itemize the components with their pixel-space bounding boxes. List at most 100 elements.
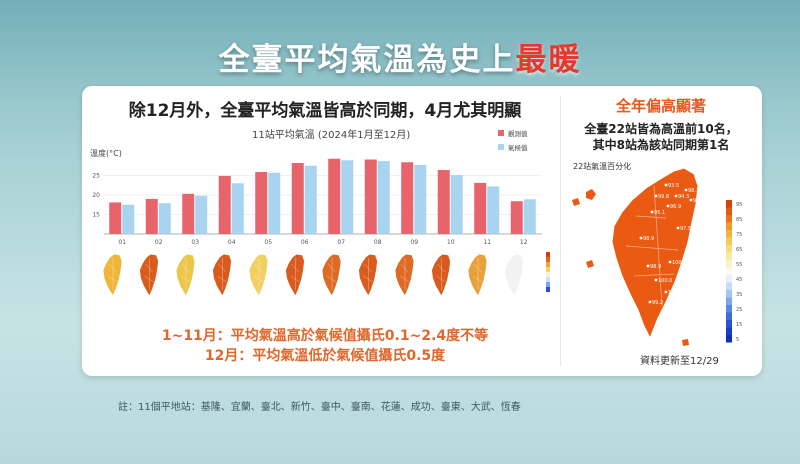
station-value: 98.9 xyxy=(643,236,654,242)
island-shape xyxy=(175,253,196,297)
station-dot xyxy=(654,194,658,198)
county-lines xyxy=(217,258,227,290)
station-value: 97.3 xyxy=(696,218,707,224)
station-value: 97.5 xyxy=(680,226,691,232)
bar-observed-06 xyxy=(291,163,304,234)
scale-label: 5 xyxy=(736,337,739,343)
island-shape xyxy=(321,253,342,297)
x-tick-label: 08 xyxy=(374,239,382,246)
scale-label: 85 xyxy=(736,217,742,223)
matsu-islands xyxy=(586,189,596,200)
bar-climate-03 xyxy=(195,195,208,234)
scale-swatch xyxy=(546,287,550,292)
x-tick-label: 03 xyxy=(191,239,199,246)
scale-swatch xyxy=(726,320,732,328)
station-value: 97.3 xyxy=(680,304,691,310)
station-value: 98.3 xyxy=(688,188,699,194)
station-dot xyxy=(639,236,643,240)
map-label: 22站氣溫百分化 xyxy=(573,162,632,171)
bar-climate-11 xyxy=(487,186,500,234)
scale-swatch xyxy=(726,312,732,320)
month-map-09 xyxy=(394,253,415,297)
station-value: 95.5 xyxy=(693,198,704,204)
station-dot xyxy=(682,274,686,278)
month-map-07 xyxy=(321,253,342,297)
county-lines xyxy=(436,258,446,290)
bar-climate-07 xyxy=(341,160,354,234)
scale-swatch xyxy=(726,260,732,268)
station-dot xyxy=(646,264,650,268)
station-value: 98.9 xyxy=(650,264,661,270)
island-shape xyxy=(431,253,451,297)
scale-swatch xyxy=(546,252,550,257)
page-title: 全臺平均氣溫為史上最暖 xyxy=(218,42,582,78)
island-shape xyxy=(358,253,378,297)
card-divider xyxy=(560,96,561,366)
lanyu-island xyxy=(682,339,689,346)
bar-climate-12 xyxy=(523,199,536,234)
scale-swatch xyxy=(726,230,732,238)
island-shape xyxy=(394,253,415,297)
bar-observed-03 xyxy=(182,193,195,234)
bar-climate-08 xyxy=(377,161,390,234)
month-map-02 xyxy=(139,253,159,297)
scale-label: 95 xyxy=(736,202,742,208)
scale-label: 25 xyxy=(736,307,742,313)
x-tick-label: 10 xyxy=(447,239,455,246)
bar-climate-04 xyxy=(231,183,244,234)
island-shape xyxy=(504,253,524,297)
x-tick-label: 02 xyxy=(155,239,163,246)
month-map-03 xyxy=(175,253,196,297)
bar-climate-02 xyxy=(158,203,171,234)
x-tick-label: 09 xyxy=(410,239,418,246)
right-panel-subtitle: 全臺22站皆為高溫前10名， 其中8站為該站同期第1名 xyxy=(584,122,738,152)
update-note: 資料更新至12/29 xyxy=(640,356,719,367)
bar-observed-01 xyxy=(109,202,122,234)
county-lines xyxy=(144,258,154,290)
x-tick-label: 04 xyxy=(228,239,236,246)
station-value: 100.0 xyxy=(672,260,686,266)
legend-entry: 氣候值 xyxy=(508,143,528,152)
scale-swatch xyxy=(726,335,732,343)
bar-observed-07 xyxy=(328,158,341,234)
scale-swatch xyxy=(546,272,550,277)
county-lines xyxy=(509,258,519,290)
y-tick-label: 20 xyxy=(92,192,100,199)
month-map-04 xyxy=(212,253,232,297)
scale-swatch xyxy=(546,282,550,287)
scale-swatch xyxy=(726,200,732,208)
station-value: 99.7 xyxy=(686,274,697,280)
card-title: 除12月外，全臺平均氣溫皆高於同期，4月尤其明顯 xyxy=(128,101,522,121)
scale-swatch xyxy=(726,222,732,230)
scale-swatch xyxy=(726,267,732,275)
legend-swatch xyxy=(498,144,504,150)
bar-observed-09 xyxy=(401,162,414,234)
y-tick-label: 25 xyxy=(92,173,100,180)
station-dot xyxy=(594,264,598,268)
chart-title: 11站平均氣溫 (2024年1月至12月) xyxy=(252,128,410,141)
month-map-12 xyxy=(504,253,524,297)
station-dot xyxy=(696,172,700,176)
note-line-2: 12月：平均氣溫低於氣候值攝氏0.5度 xyxy=(204,348,446,364)
scale-swatch xyxy=(546,262,550,267)
legend-swatch xyxy=(498,130,504,136)
scale-swatch xyxy=(726,305,732,313)
station-dot xyxy=(676,304,680,308)
station-value: 100.0 xyxy=(658,278,672,284)
station-dot xyxy=(664,290,668,294)
island-shape xyxy=(467,253,488,297)
scale-swatch xyxy=(726,290,732,298)
station-dot xyxy=(684,188,688,192)
county-lines xyxy=(107,258,118,290)
taiwan-map xyxy=(611,167,699,340)
bar-observed-08 xyxy=(364,159,377,234)
month-map-01 xyxy=(102,253,123,297)
scale-swatch xyxy=(546,267,550,272)
temperature-bar-chart: 11站平均氣溫 (2024年1月至12月) 溫度(°C) 15 20 25 01 02 03 0… xyxy=(90,128,550,297)
station-value: 99.2 xyxy=(652,300,663,306)
scale-swatch xyxy=(726,215,732,223)
bar-observed-02 xyxy=(145,198,158,234)
scale-label: 75 xyxy=(736,232,742,238)
station-value: 97.5 xyxy=(590,200,601,206)
scale-swatch xyxy=(546,277,550,282)
